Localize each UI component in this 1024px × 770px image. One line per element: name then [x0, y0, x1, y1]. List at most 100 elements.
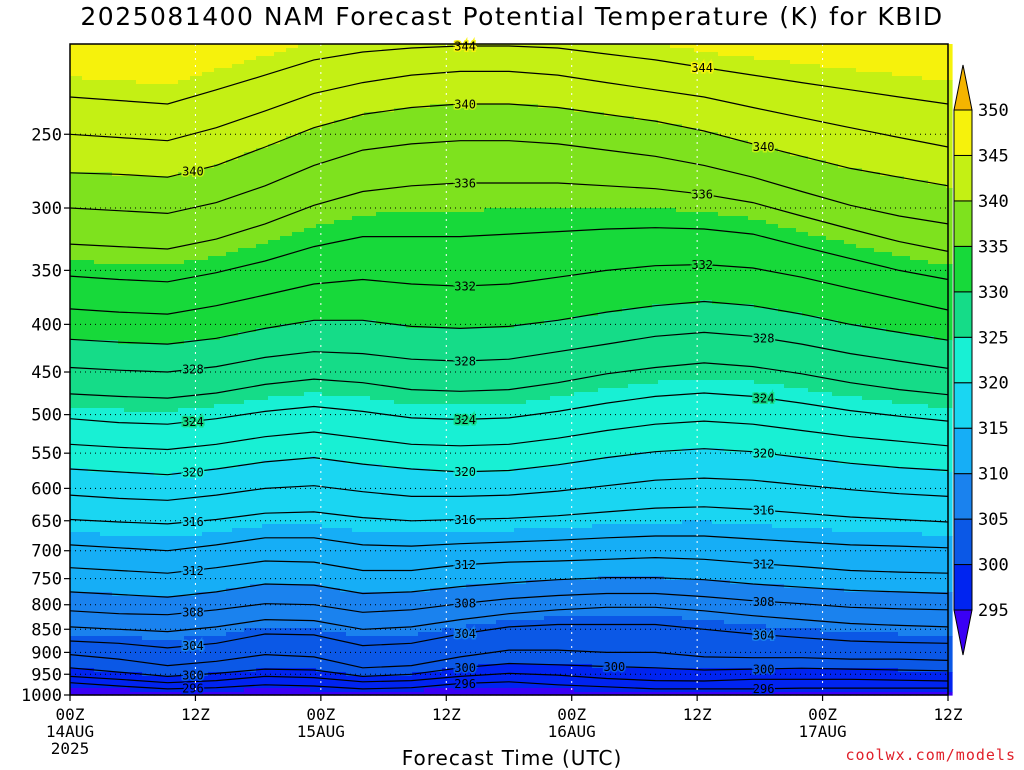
- y-tick-label: 450: [31, 363, 62, 383]
- isentrope-328: [69, 331, 949, 373]
- contour-label-text: 336: [454, 176, 476, 190]
- contour-label: 300: [602, 659, 627, 676]
- plot-frame: [69, 43, 949, 696]
- chart-title: 2025081400 NAM Forecast Potential Temper…: [80, 2, 944, 31]
- colorbar-swatch: [953, 200, 973, 247]
- isentrope-338: [69, 140, 949, 225]
- colorbar-label: 295: [978, 601, 1009, 621]
- x-tick-label: 12Z: [181, 705, 210, 724]
- contour-label: 300: [751, 661, 776, 678]
- x-tick-date: 14AUG: [46, 722, 94, 741]
- contour-label: 296: [181, 680, 206, 697]
- contour-label: 324: [453, 411, 478, 428]
- colorbar-label: 315: [978, 419, 1009, 439]
- contour-label-text: 328: [454, 354, 476, 368]
- contour-label-text: 312: [753, 557, 775, 571]
- colorbar-label: 305: [978, 510, 1009, 530]
- contour-label: 308: [751, 593, 776, 610]
- contour-label-text: 324: [454, 413, 476, 427]
- contour-label-text: 300: [604, 660, 626, 674]
- colorbar: 295 300 305 310 315 320 325 330 335 340 345 350: [953, 64, 1009, 656]
- colorbar-label: 310: [978, 465, 1009, 485]
- contour-label: 320: [453, 464, 478, 481]
- isentrope-302: [69, 649, 949, 669]
- isentrope-308: [69, 592, 949, 616]
- isentrope-298: [69, 672, 949, 684]
- x-tick-label: 00Z: [306, 705, 335, 724]
- site-credit[interactable]: coolwx.com/models: [845, 746, 1016, 764]
- x-tick-year: 2025: [51, 739, 90, 758]
- isentrope-320: [69, 448, 949, 476]
- y-axis: 250 300 350 400 450 500 550 600 650 700 750 800 850 9…: [21, 125, 70, 706]
- contour-label: 328: [453, 353, 478, 370]
- colorbar-swatch: [953, 382, 973, 429]
- contour-label: 304: [751, 627, 776, 644]
- contour-label-text: 328: [182, 363, 204, 377]
- isentrope-342: [69, 70, 949, 148]
- y-tick-label: 750: [31, 570, 62, 590]
- colorbar-swatch: [953, 291, 973, 338]
- contour-label: 320: [181, 464, 206, 481]
- isentrope-318: [69, 477, 949, 501]
- x-tick-label: 12Z: [432, 705, 461, 724]
- y-tick-label: 400: [31, 315, 62, 335]
- contour-label-text: 300: [753, 662, 775, 676]
- contour-label: 300: [453, 659, 478, 676]
- contour-label-text: 324: [182, 415, 204, 429]
- contour-label-text: 296: [182, 682, 204, 696]
- y-tick-label: 650: [31, 512, 62, 532]
- isentrope-332: [69, 263, 949, 315]
- isentrope-296: [69, 681, 948, 690]
- colorbar-label: 345: [978, 146, 1009, 166]
- contour-label-text: 332: [691, 258, 713, 272]
- contour-label-text: 316: [454, 513, 476, 527]
- contour-label-text: 344: [691, 61, 713, 75]
- contour-label-text: 308: [182, 606, 204, 620]
- y-tick-label: 950: [31, 665, 62, 685]
- contour-label-text: 304: [454, 627, 476, 641]
- contour-label-text: 332: [454, 280, 476, 294]
- contour-label-text: 304: [753, 628, 775, 642]
- contour-label-text: 344: [454, 40, 476, 54]
- contour-label: 304: [181, 637, 206, 654]
- colorbar-swatch: [953, 109, 973, 156]
- contour-label: 296: [751, 681, 776, 698]
- x-tick-date: 15AUG: [297, 722, 345, 741]
- isentrope-306: [69, 606, 949, 633]
- contour-label-text: 296: [454, 677, 476, 691]
- contour-label-text: 336: [691, 188, 713, 202]
- contour-label-text: 308: [753, 595, 775, 609]
- contour-label-text: 340: [182, 165, 204, 179]
- contour-label: 324: [181, 413, 206, 430]
- isentrope-304: [69, 623, 949, 649]
- colorbar-label: 325: [978, 328, 1009, 348]
- isentrope-326: [69, 362, 949, 399]
- contour-label: 336: [690, 186, 715, 203]
- contour-label: 312: [751, 556, 776, 573]
- contour-label: 344: [453, 38, 478, 55]
- contour-label-text: 296: [753, 682, 775, 696]
- y-tick-label: 800: [31, 596, 62, 616]
- contour-label: 312: [453, 557, 478, 574]
- contour-label: 316: [751, 502, 776, 519]
- isentrope-340: [69, 103, 949, 187]
- contour-label: 296: [453, 675, 478, 692]
- contour-label: 316: [453, 511, 478, 528]
- contour-label-text: 324: [753, 391, 775, 405]
- colorbar-swatch: [953, 154, 973, 202]
- isentrope-322: [69, 420, 949, 451]
- y-tick-label: 1000: [21, 686, 62, 706]
- y-tick-label: 700: [31, 542, 62, 562]
- contour-label: 340: [751, 139, 776, 156]
- contour-label: 324: [751, 390, 776, 407]
- isentrope-336: [69, 182, 949, 252]
- colorbar-swatch: [953, 564, 973, 611]
- contour-label: 316: [181, 514, 206, 531]
- contour-label: 344: [690, 59, 715, 76]
- isentrope-324: [69, 392, 949, 425]
- contour-label: 312: [181, 562, 206, 579]
- x-tick-label: 12Z: [934, 705, 963, 724]
